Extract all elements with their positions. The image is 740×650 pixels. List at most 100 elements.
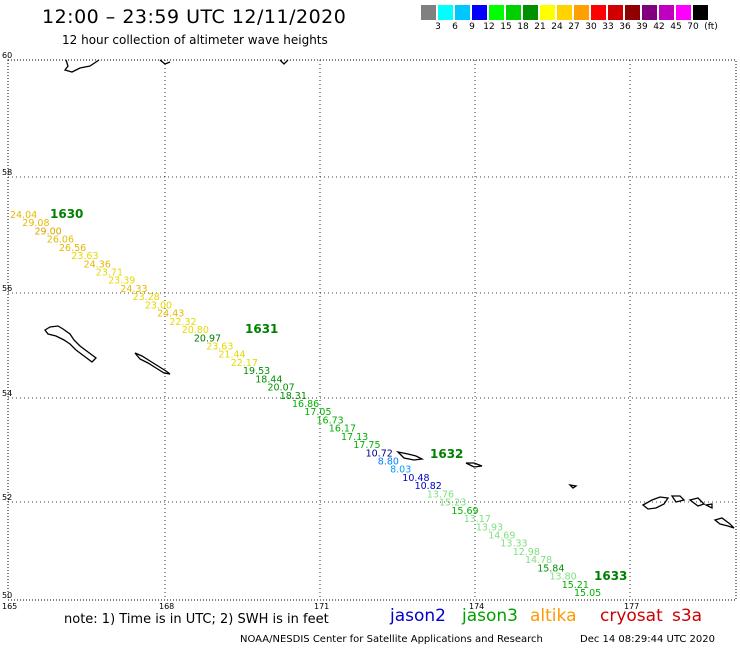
wave-height-value: 23.28 <box>133 292 160 303</box>
latitude-label: 56 <box>2 284 12 293</box>
wave-height-value: 16.17 <box>329 424 356 435</box>
wave-height-value: 14.78 <box>525 555 552 566</box>
wave-height-value: 10.72 <box>366 448 393 459</box>
color-scale-unit: (ft) <box>704 22 718 32</box>
longitude-label: 174 <box>469 602 484 611</box>
pass-time-label: 1631 <box>245 322 278 336</box>
wave-height-value: 13.17 <box>464 514 491 525</box>
color-scale-tick-label: 33 <box>602 22 614 32</box>
graticule-labels: 60 58 56 54 52 50 165 168 171 174 177 <box>2 51 639 611</box>
wave-height-value: 10.82 <box>415 481 442 492</box>
wave-height-value: 23.00 <box>145 300 172 311</box>
kamchatka-coast-outline <box>159 59 171 65</box>
wave-height-value: 23.63 <box>71 251 98 262</box>
wave-height-value: 15.84 <box>537 563 564 574</box>
color-swatch <box>472 5 488 20</box>
satellite-label-s3a: s3a <box>672 606 703 626</box>
color-scale-tick-label: 24 <box>551 22 563 32</box>
color-scale-tick-label: 36 <box>619 22 631 32</box>
wave-height-value: 20.07 <box>268 383 295 394</box>
color-swatch <box>557 5 573 20</box>
wave-height-value: 21.44 <box>218 350 245 361</box>
wave-height-value: 8.80 <box>378 457 399 468</box>
coastline <box>44 59 735 529</box>
pass-time-label: 1632 <box>430 447 463 461</box>
wave-height-value: 13.80 <box>550 572 577 583</box>
near-islands-outline <box>396 450 425 461</box>
longitude-label: 177 <box>624 602 639 611</box>
color-swatch <box>693 5 709 20</box>
color-scale-tick-label: 70 <box>687 22 699 32</box>
color-scale-tick-label: 18 <box>517 22 529 32</box>
color-scale-tick-label: 45 <box>670 22 682 32</box>
latitude-label: 58 <box>2 168 12 177</box>
color-scale-tick-label: 30 <box>585 22 597 32</box>
wave-height-value: 12.98 <box>513 547 540 558</box>
wave-height-value: 15.23 <box>439 498 466 509</box>
wave-height-value: 16.86 <box>292 399 319 410</box>
pass-time-label: 1633 <box>594 569 627 583</box>
wave-height-value: 15.05 <box>574 588 601 599</box>
latitude-label: 60 <box>2 51 12 60</box>
wave-height-value: 16.73 <box>317 415 344 426</box>
pass-labels: 1630 1631 1632 1633 <box>50 207 627 583</box>
wave-height-value: 15.69 <box>451 506 478 517</box>
wave-height-value: 29.00 <box>35 226 62 237</box>
graticule <box>8 60 736 600</box>
medny-island-outline <box>134 352 171 375</box>
altimeter-track: 24.0429.0829.0026.0626.5623.6324.3623.71… <box>10 210 601 599</box>
footer-timestamp: Dec 14 08:29:44 UTC 2020 <box>580 634 715 645</box>
color-swatch <box>591 5 607 20</box>
wave-height-value: 26.06 <box>47 235 74 246</box>
wave-height-value: 22.32 <box>169 317 196 328</box>
wave-height-value: 14.69 <box>488 531 515 542</box>
near-islands-outline <box>465 462 483 468</box>
color-swatch <box>455 5 471 20</box>
color-swatch <box>438 5 454 20</box>
satellite-label-jason2: jason2 <box>390 606 446 626</box>
andreanof-islands-outline <box>713 517 735 529</box>
wave-height-value: 22.17 <box>231 358 258 369</box>
color-scale-tick-label: 6 <box>452 22 458 32</box>
color-scale-tick-label: 27 <box>568 22 580 32</box>
andreanof-islands-outline <box>703 503 713 510</box>
color-swatch <box>659 5 675 20</box>
footer-note: note: 1) Time is in UTC; 2) SWH is in fe… <box>64 612 329 627</box>
color-scale-tick-label: 12 <box>483 22 495 32</box>
color-scale-tick-label: 9 <box>469 22 475 32</box>
wave-height-value: 18.44 <box>255 374 282 385</box>
footer-credit: NOAA/NESDIS Center for Satellite Applica… <box>240 634 543 645</box>
wave-height-value: 20.80 <box>182 325 209 336</box>
color-swatch <box>642 5 658 20</box>
wave-height-value: 26.56 <box>59 243 86 254</box>
latitude-label: 52 <box>2 493 12 502</box>
latitude-label: 54 <box>2 389 12 398</box>
kamchatka-coast-outline <box>63 59 100 73</box>
color-swatch <box>625 5 641 20</box>
andreanof-islands-outline <box>641 496 670 510</box>
wave-height-value: 13.33 <box>500 539 527 550</box>
island-outline <box>568 484 578 489</box>
longitude-label: 171 <box>314 602 329 611</box>
color-swatch <box>421 5 437 20</box>
color-scale-tick-label: 39 <box>636 22 648 32</box>
latitude-label: 50 <box>2 591 12 600</box>
wave-height-value: 24.36 <box>84 259 111 270</box>
wave-height-value: 20.97 <box>194 333 221 344</box>
wave-height-value: 17.13 <box>341 432 368 443</box>
wave-height-value: 8.03 <box>390 465 411 476</box>
color-swatch <box>540 5 556 20</box>
color-swatch <box>506 5 522 20</box>
kamchatka-coast-outline <box>279 59 289 65</box>
satellite-label-altika: altika <box>530 606 577 626</box>
wave-height-value: 13.93 <box>476 522 503 533</box>
color-scale-tick-label: 15 <box>500 22 512 32</box>
wave-height-value: 24.43 <box>157 309 184 320</box>
wave-height-value: 17.75 <box>353 440 380 451</box>
color-scale-tick-label: 21 <box>534 22 546 32</box>
wave-height-value: 10.48 <box>402 473 429 484</box>
chart-title: 12:00 – 23:59 UTC 12/11/2020 <box>42 6 347 28</box>
wave-height-value: 29.08 <box>22 218 49 229</box>
wave-height-value: 23.39 <box>108 276 135 287</box>
